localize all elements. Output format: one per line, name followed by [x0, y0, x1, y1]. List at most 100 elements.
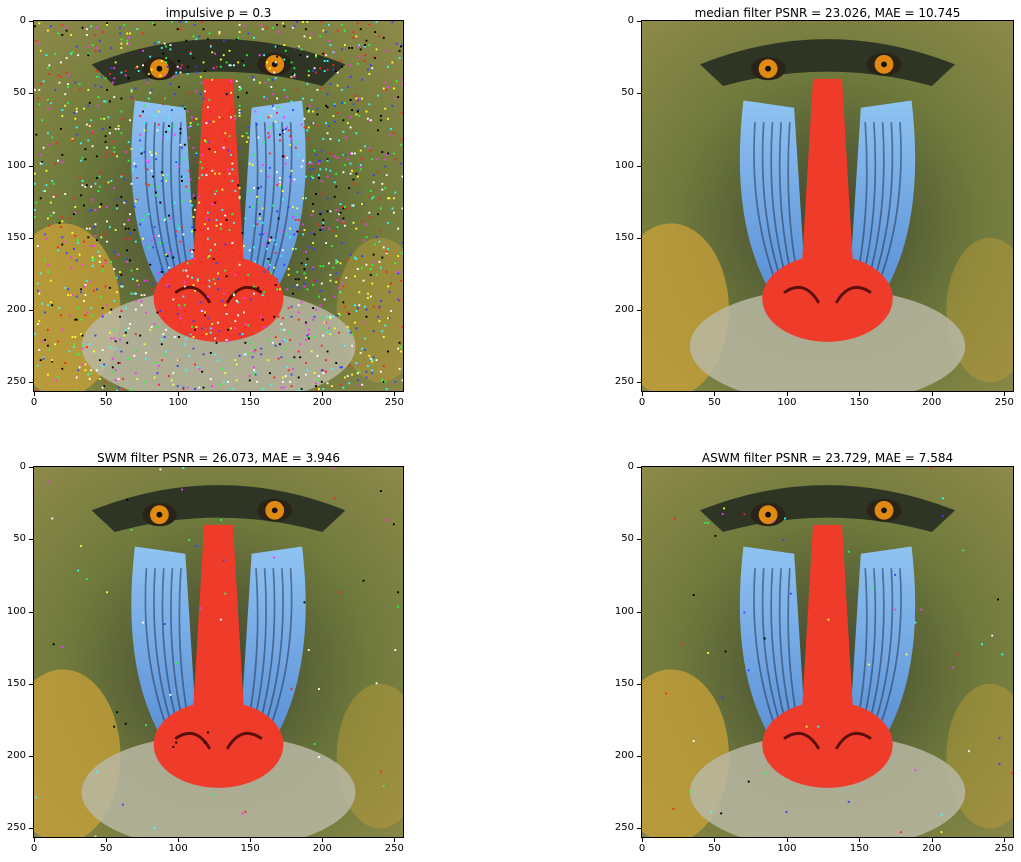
noise-pixel: [224, 223, 227, 226]
noise-pixel: [111, 81, 114, 84]
noise-pixel: [227, 245, 230, 247]
noise-pixel: [211, 327, 214, 330]
noise-pixel: [304, 362, 307, 364]
x-tick: [642, 838, 643, 842]
noise-pixel: [78, 353, 81, 356]
noise-pixel: [114, 127, 117, 130]
noise-pixel: [244, 323, 247, 325]
noise-pixel: [191, 276, 193, 279]
noise-pixel: [84, 148, 87, 151]
noise-pixel: [136, 377, 139, 380]
noise-pixel: [297, 350, 300, 353]
noise-pixel: [175, 308, 178, 311]
noise-pixel: [52, 195, 55, 198]
noise-pixel: [720, 812, 723, 815]
noise-pixel: [214, 52, 217, 55]
noise-pixel: [356, 379, 359, 382]
noise-pixel: [209, 327, 212, 330]
y-tick-label: 50: [621, 533, 634, 545]
noise-pixel: [356, 109, 359, 112]
noise-pixel: [114, 340, 117, 343]
noise-pixel: [101, 265, 104, 268]
noise-pixel: [143, 343, 146, 346]
pupil-right: [881, 507, 887, 514]
noise-pixel: [83, 285, 85, 288]
noise-pixel: [199, 260, 202, 263]
noise-pixel: [45, 184, 48, 187]
noise-pixel: [129, 119, 132, 122]
noise-pixel: [124, 307, 127, 310]
noise-pixel: [332, 467, 335, 469]
noise-pixel: [397, 298, 400, 301]
noise-pixel: [325, 242, 328, 245]
noise-pixel: [172, 745, 175, 748]
noise-pixel: [77, 239, 80, 242]
noise-pixel: [85, 28, 88, 31]
noise-pixel: [351, 373, 353, 376]
noise-pixel: [124, 331, 127, 334]
noise-pixel: [253, 78, 255, 81]
noise-pixel: [277, 357, 280, 360]
noise-pixel: [95, 75, 98, 78]
noise-pixel: [287, 129, 290, 132]
noise-pixel: [258, 213, 261, 216]
noise-pixel: [930, 467, 933, 469]
noise-pixel: [214, 201, 217, 204]
noise-pixel: [193, 258, 196, 260]
noise-pixel: [315, 385, 317, 388]
noise-pixel: [319, 35, 322, 38]
noise-pixel: [382, 380, 385, 383]
noise-pixel: [104, 100, 107, 103]
noise-pixel: [217, 321, 219, 324]
noise-pixel: [84, 284, 87, 286]
noise-pixel: [707, 521, 710, 524]
noise-pixel: [263, 140, 266, 143]
noise-pixel: [343, 206, 346, 208]
noise-pixel: [377, 315, 379, 318]
noise-pixel: [328, 39, 330, 42]
noise-pixel: [267, 298, 270, 301]
noise-pixel: [121, 388, 124, 390]
y-tick: [29, 828, 33, 830]
noise-pixel: [303, 285, 306, 288]
noise-pixel: [215, 200, 218, 203]
noise-pixel: [179, 21, 182, 23]
noise-pixel: [144, 311, 147, 314]
y-tick: [29, 93, 33, 95]
noise-pixel: [323, 70, 326, 73]
noise-pixel: [377, 129, 379, 132]
noise-pixel: [36, 364, 39, 367]
noise-pixel: [258, 217, 261, 220]
noise-pixel: [307, 126, 310, 129]
noise-pixel: [186, 73, 189, 75]
noise-pixel: [317, 177, 320, 179]
noise-pixel: [303, 272, 306, 275]
noise-pixel: [253, 224, 255, 227]
noise-pixel: [303, 35, 306, 38]
noise-pixel: [244, 325, 247, 328]
noise-pixel: [34, 216, 36, 218]
noise-pixel: [68, 314, 71, 317]
noise-pixel: [208, 219, 211, 221]
noise-pixel: [303, 229, 306, 232]
noise-pixel: [391, 21, 394, 23]
noise-pixel: [299, 356, 302, 359]
noise-pixel: [218, 31, 221, 33]
noise-pixel: [157, 123, 160, 126]
noise-pixel: [209, 298, 212, 301]
noise-pixel: [35, 133, 38, 136]
noise-pixel: [827, 618, 830, 621]
noise-pixel: [297, 219, 300, 221]
noise-pixel: [206, 140, 209, 143]
noise-pixel: [81, 263, 84, 266]
noise-pixel: [264, 243, 267, 246]
noise-pixel: [156, 311, 159, 314]
cheek-ridge: [144, 122, 168, 282]
noise-pixel: [75, 318, 78, 321]
noise-pixel: [382, 336, 385, 338]
noise-pixel: [123, 237, 126, 240]
noise-pixel: [126, 260, 129, 263]
noise-pixel: [212, 258, 215, 260]
noise-pixel: [103, 100, 106, 103]
noise-pixel: [191, 230, 193, 233]
